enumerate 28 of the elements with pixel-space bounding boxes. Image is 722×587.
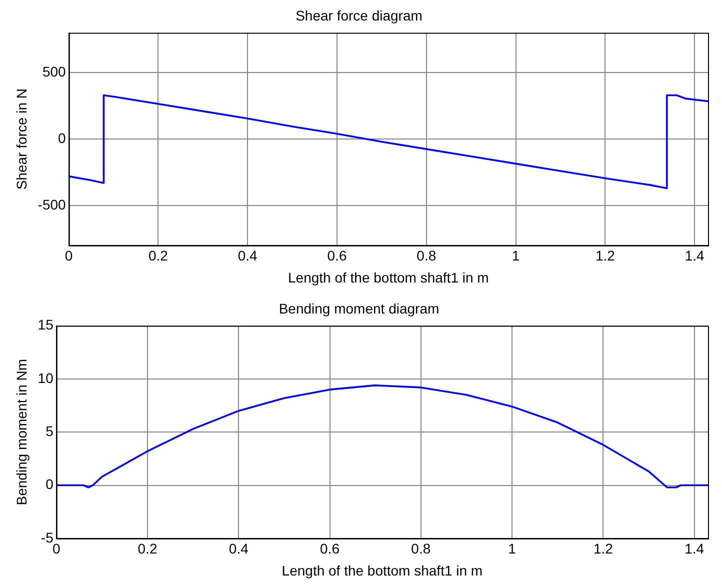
y-tick-label: 0 xyxy=(46,476,54,492)
x-tick-label: 1 xyxy=(512,248,520,264)
x-tick-label: 0.2 xyxy=(138,540,158,557)
x-tick-label: 0.2 xyxy=(148,248,168,264)
y-axis-title: Bending moment in Nm xyxy=(13,358,30,506)
y-tick-label: 500 xyxy=(42,64,66,80)
chart-title: Bending moment diagram xyxy=(278,300,440,316)
x-axis-title: Length of the bottom shaft1 in m xyxy=(282,562,483,578)
x-tick-label: 0.4 xyxy=(238,248,258,264)
y-tick-label: -5 xyxy=(40,529,54,546)
y-tick-label: -500 xyxy=(38,196,66,212)
x-axis-title: Length of the bottom shaft1 in m xyxy=(288,269,489,286)
x-tick-label: 0.6 xyxy=(320,540,340,557)
x-tick-label: 0.6 xyxy=(327,248,347,264)
x-tick-label: 1.2 xyxy=(595,248,616,264)
y-axis-title: Shear force in N xyxy=(13,88,30,190)
x-tick-label: 0.8 xyxy=(416,248,436,264)
y-tick-label: 0 xyxy=(58,130,66,146)
x-tick-label: 1.2 xyxy=(593,540,614,557)
x-tick-label: 1 xyxy=(508,540,516,557)
y-tick-label: 10 xyxy=(38,370,54,386)
x-tick-label: 1.4 xyxy=(684,248,705,264)
x-tick-label: 0.8 xyxy=(411,540,431,557)
chart-title: Shear force diagram xyxy=(296,7,422,24)
y-tick-label: 15 xyxy=(38,316,54,333)
y-tick-label: 5 xyxy=(46,422,54,439)
x-tick-label: 1.4 xyxy=(684,540,704,557)
x-tick-label: 0.4 xyxy=(228,540,249,557)
